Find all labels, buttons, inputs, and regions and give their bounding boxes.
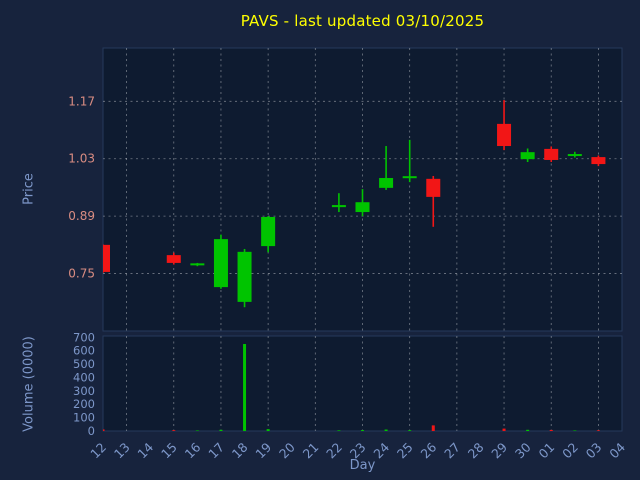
day-tick-label: 25 [394, 440, 416, 462]
candles [103, 100, 606, 308]
day-tick-label: 22 [323, 440, 345, 462]
price-tick-label: 1.03 [68, 152, 95, 166]
volume-bar-day-03 [596, 430, 600, 431]
volume-bar-day-24 [384, 429, 388, 431]
day-tick-label: 16 [182, 439, 204, 461]
volume-tick-label: 400 [73, 370, 95, 384]
day-tick-label: 29 [488, 439, 510, 461]
day-tick-label: 17 [205, 440, 227, 462]
volume-tick-label: 200 [73, 397, 95, 411]
price-tick-label: 0.75 [68, 267, 95, 281]
candle-body-day-19 [261, 216, 276, 247]
candle-body-day-24 [379, 178, 394, 188]
candle-body-day-30 [520, 152, 535, 160]
volume-tick-label: 500 [73, 357, 95, 371]
candle-body-day-29 [497, 123, 512, 147]
volume-bar-day-26 [431, 425, 435, 431]
day-tick-label: 19 [252, 439, 274, 461]
day-tick-label: 14 [134, 439, 156, 461]
volume-bar-day-23 [361, 430, 364, 431]
day-tick-label: 23 [347, 440, 369, 462]
volume-bar-day-15 [172, 430, 176, 431]
day-tick-label: 04 [606, 439, 628, 461]
day-tick-label: 12 [87, 440, 109, 462]
day-tick-label: 02 [559, 440, 581, 462]
day-tick-label: 18 [229, 439, 251, 461]
day-tick-label: 13 [111, 440, 133, 462]
day-tick-label: 20 [276, 439, 298, 461]
day-tick-label: 15 [158, 440, 180, 462]
candle-body-day-26 [426, 178, 441, 197]
day-tick-label: 30 [512, 439, 534, 461]
candle-body-day-12 [103, 244, 110, 272]
volume-bar-day-16 [195, 430, 199, 431]
volume-tick-label: 600 [73, 344, 95, 358]
day-tick-label: 28 [465, 439, 487, 461]
candle-body-day-16 [190, 263, 205, 266]
candle-body-day-03 [591, 157, 606, 165]
candle-body-day-01 [544, 148, 559, 160]
volume-bar-day-17 [219, 429, 223, 431]
volume-bar-day-02 [573, 430, 577, 431]
candle-body-day-17 [213, 239, 228, 288]
price-tick-labels: 1.17 1.03 0.89 0.75 [68, 94, 95, 280]
volume-bar-day-30 [526, 429, 530, 431]
volume-tick-label: 300 [73, 384, 95, 398]
volume-bar-day-12 [103, 429, 105, 431]
candle-body-day-25 [402, 176, 417, 179]
day-tick-label: 21 [300, 440, 322, 462]
x-axis-label: Day [349, 458, 376, 473]
candle-body-day-23 [355, 202, 370, 213]
volume-bar-day-18 [243, 344, 247, 431]
volume-tick-label: 100 [73, 411, 95, 425]
candle-body-day-02 [567, 154, 582, 157]
volume-panel [102, 335, 623, 432]
day-tick-label: 24 [370, 439, 392, 461]
volume-bars [103, 344, 600, 431]
price-tick-label: 1.17 [68, 94, 95, 108]
volume-bar-day-01 [549, 429, 553, 431]
day-tick-labels: 12 13 14 15 16 17 18 19 20 21 22 23 24 25 26 27 28 29 30 01… [87, 439, 628, 461]
volume-bar-day-19 [266, 429, 270, 431]
volume-tick-label: 0 [88, 424, 95, 438]
volume-bar-day-22 [337, 430, 341, 431]
day-tick-label: 27 [441, 440, 463, 462]
price-tick-label: 0.89 [68, 209, 95, 223]
chart-title: PAVS - last updated 03/10/2025 [240, 12, 485, 30]
volume-bar-day-25 [408, 430, 412, 431]
day-tick-label: 01 [535, 440, 557, 462]
day-tick-label: 03 [583, 440, 605, 462]
volume-bar-day-29 [502, 428, 506, 431]
day-tick-label: 26 [418, 439, 440, 461]
candle-body-day-22 [331, 205, 346, 208]
candle-body-day-15 [166, 255, 181, 263]
candle-body-day-18 [237, 251, 252, 302]
volume-tick-label: 700 [73, 330, 95, 344]
